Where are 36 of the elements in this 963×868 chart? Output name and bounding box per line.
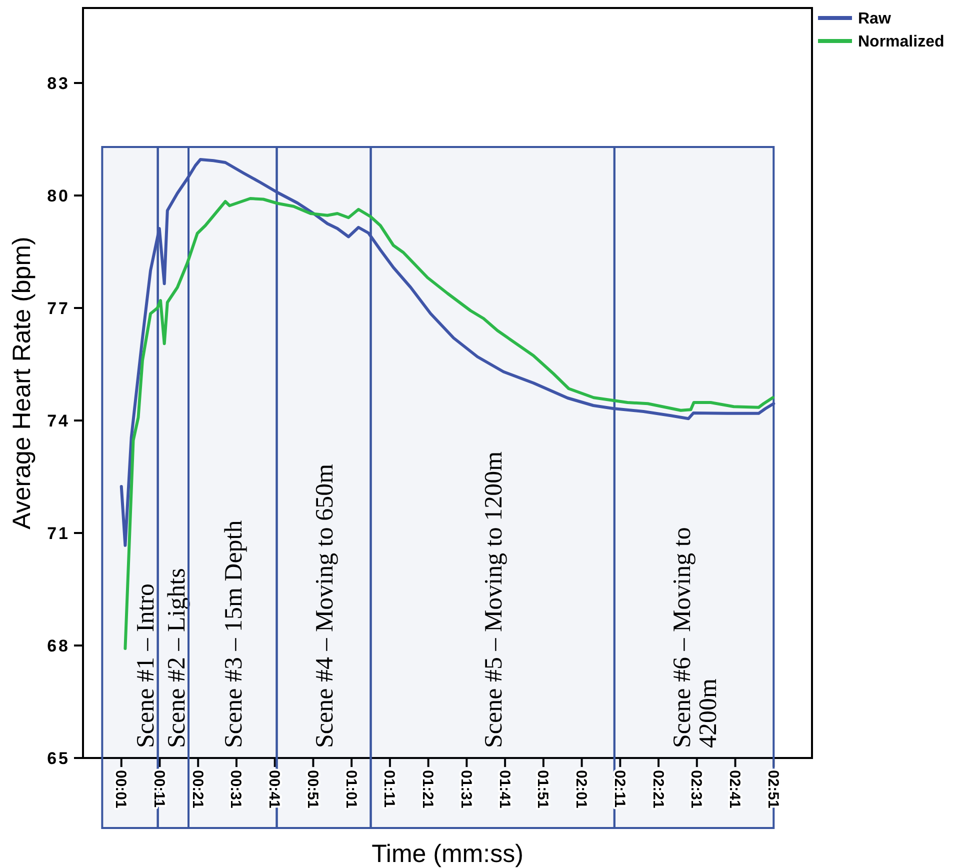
band-label: Scene #3 – 15m Depth <box>220 520 248 748</box>
x-tick-label: 01:51 <box>534 770 552 808</box>
y-tick-label: 83 <box>47 74 70 93</box>
band-label: Scene #5 – Moving to 1200m <box>480 450 508 748</box>
x-tick-label: 02:31 <box>688 770 705 808</box>
x-tick-label: 01:11 <box>380 770 398 808</box>
line-series <box>124 197 774 650</box>
band-label: Scene #6 – Moving to 4200m <box>668 527 722 748</box>
x-tick-label: 02:11 <box>610 770 628 808</box>
x-tick-label: 00:11 <box>150 770 168 808</box>
x-tick-label: 00:51 <box>304 770 321 808</box>
y-tick-label: 71 <box>47 524 70 543</box>
x-tick-label: 02:01 <box>572 770 590 808</box>
x-tick-label: 02:21 <box>649 770 666 808</box>
band-label: Scene #2 – Lights <box>163 568 190 748</box>
x-tick-label: 00:41 <box>266 770 283 808</box>
band-label: Scene #1 – Intro <box>132 583 160 748</box>
x-tick-label: 01:31 <box>457 770 474 808</box>
y-tick-label: 77 <box>47 298 70 318</box>
x-tick-label: 02:41 <box>726 770 744 808</box>
x-tick-label: 00:01 <box>112 770 130 808</box>
y-tick-label: 80 <box>47 186 70 206</box>
x-tick-label: 02:51 <box>764 770 782 808</box>
y-tick-label: 74 <box>47 411 70 430</box>
x-tick-label: 01:01 <box>342 770 360 808</box>
y-tick-label: 68 <box>47 636 70 656</box>
y-tick-label: 65 <box>47 748 70 768</box>
legend-label: Raw <box>858 10 892 28</box>
band-label: Scene #4 – Moving to 650m <box>312 463 339 748</box>
x-tick-label: 01:41 <box>496 770 513 808</box>
y-axis-title: Average Heart Rate (bpm) <box>8 236 36 530</box>
x-tick-label: 00:31 <box>227 770 244 808</box>
legend-label: Normalized <box>858 34 944 51</box>
x-tick-label: 00:21 <box>188 770 206 808</box>
x-axis-title: Time (mm:ss) <box>372 840 524 868</box>
x-tick-label: 01:21 <box>419 770 436 808</box>
